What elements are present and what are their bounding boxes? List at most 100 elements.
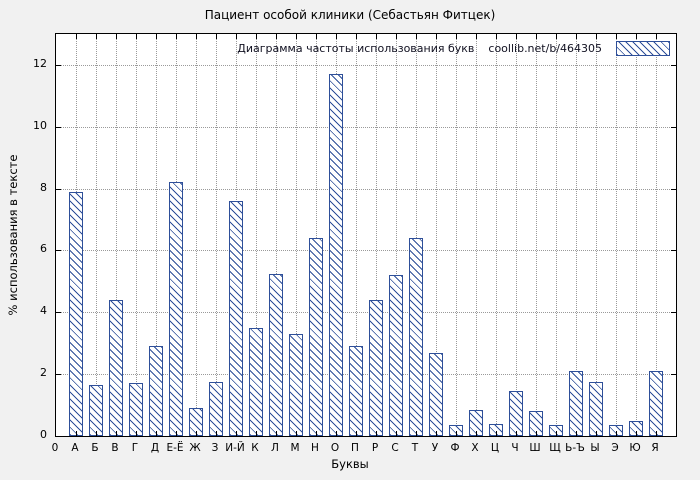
- y-tick-mark: [671, 188, 676, 190]
- x-tick-mark: [316, 34, 317, 39]
- bar: [349, 346, 363, 436]
- x-tick-mark: [176, 34, 177, 39]
- x-tick-mark: [616, 431, 617, 436]
- x-grid-line: [556, 34, 557, 436]
- y-tick-mark: [56, 312, 61, 314]
- bar: [469, 410, 483, 436]
- x-tick-mark: [556, 34, 557, 39]
- x-tick-mark: [516, 34, 517, 39]
- bar: [289, 334, 303, 436]
- bar: [109, 300, 123, 436]
- x-tick-label: Щ: [549, 442, 561, 454]
- bar: [249, 328, 263, 436]
- x-tick-mark: [436, 431, 437, 436]
- x-tick-label: Ы: [590, 442, 600, 454]
- x-grid-line: [296, 34, 297, 436]
- x-tick-mark: [96, 34, 97, 39]
- bar: [209, 382, 223, 436]
- x-tick-mark: [216, 431, 217, 436]
- bar: [169, 182, 183, 436]
- bar: [529, 411, 543, 436]
- x-origin-label: 0: [51, 442, 59, 454]
- bar: [89, 385, 103, 436]
- x-grid-line: [636, 34, 637, 436]
- x-tick-mark: [476, 34, 477, 39]
- x-tick-mark: [456, 34, 457, 39]
- legend-url: coollib.net/b/464305: [488, 42, 602, 55]
- x-tick-mark: [476, 431, 477, 436]
- y-tick-label: 6: [40, 242, 47, 256]
- x-tick-label: Ш: [529, 442, 541, 454]
- x-grid-line: [416, 34, 417, 436]
- y-grid-line: [56, 250, 676, 252]
- bar: [69, 192, 83, 436]
- x-grid-line: [496, 34, 497, 436]
- x-grid-line: [196, 34, 197, 436]
- x-tick-mark: [616, 34, 617, 39]
- y-tick-label: 8: [40, 180, 47, 194]
- x-grid-line: [156, 34, 157, 436]
- x-tick-mark: [196, 34, 197, 39]
- x-grid-line: [436, 34, 437, 436]
- x-tick-label: О: [330, 442, 340, 454]
- x-tick-label: К: [251, 442, 259, 454]
- bar: [389, 275, 403, 436]
- x-tick-mark: [636, 431, 637, 436]
- y-axis-label: % использования в тексте: [6, 154, 20, 316]
- x-tick-mark: [596, 34, 597, 39]
- x-tick-label: Ф: [450, 442, 460, 454]
- y-tick-mark: [671, 312, 676, 314]
- y-grid-line: [56, 312, 676, 314]
- bar: [229, 201, 243, 436]
- y-tick-mark: [671, 126, 676, 128]
- x-tick-mark: [196, 431, 197, 436]
- x-tick-mark: [76, 34, 77, 39]
- y-tick-mark: [56, 250, 61, 252]
- y-grid-line: [56, 126, 676, 128]
- x-tick-label: И-Й: [225, 442, 245, 454]
- x-tick-label: П: [351, 442, 359, 454]
- y-grid-line: [56, 64, 676, 66]
- x-grid-line: [256, 34, 257, 436]
- bar: [429, 353, 443, 436]
- x-grid-line: [116, 34, 117, 436]
- x-tick-mark: [496, 431, 497, 436]
- y-tick-mark: [56, 436, 61, 437]
- y-tick-label: 12: [33, 56, 47, 70]
- x-tick-label: Ь-Ъ: [565, 442, 585, 454]
- x-grid-line: [96, 34, 97, 436]
- x-tick-mark: [396, 34, 397, 39]
- x-tick-label: Ч: [511, 442, 519, 454]
- x-tick-label: Т: [411, 442, 419, 454]
- x-grid-line: [476, 34, 477, 436]
- legend-swatch: [616, 41, 670, 56]
- x-tick-mark: [116, 34, 117, 39]
- x-tick-label: Д: [150, 442, 160, 454]
- y-tick-label: 2: [40, 366, 47, 380]
- x-tick-label: Н: [311, 442, 319, 454]
- x-tick-mark: [176, 431, 177, 436]
- x-tick-mark: [356, 431, 357, 436]
- x-tick-mark: [156, 34, 157, 39]
- legend: Диаграмма частоты использования букв coo…: [237, 41, 670, 56]
- x-tick-mark: [236, 431, 237, 436]
- x-tick-mark: [296, 431, 297, 436]
- x-tick-mark: [656, 431, 657, 436]
- x-tick-label: Б: [91, 442, 99, 454]
- y-tick-label: 4: [40, 304, 47, 318]
- x-tick-mark: [536, 431, 537, 436]
- bar: [269, 274, 283, 436]
- x-tick-label: Э: [611, 442, 619, 454]
- x-tick-mark: [276, 34, 277, 39]
- y-tick-mark: [56, 64, 61, 66]
- x-tick-mark: [256, 431, 257, 436]
- x-tick-mark: [536, 34, 537, 39]
- x-tick-label: У: [431, 442, 439, 454]
- bar: [129, 383, 143, 436]
- bar: [489, 424, 503, 436]
- x-tick-mark: [556, 431, 557, 436]
- x-tick-label: Г: [131, 442, 139, 454]
- x-tick-mark: [316, 431, 317, 436]
- y-tick-label: 0: [40, 428, 47, 441]
- y-tick-mark: [56, 188, 61, 190]
